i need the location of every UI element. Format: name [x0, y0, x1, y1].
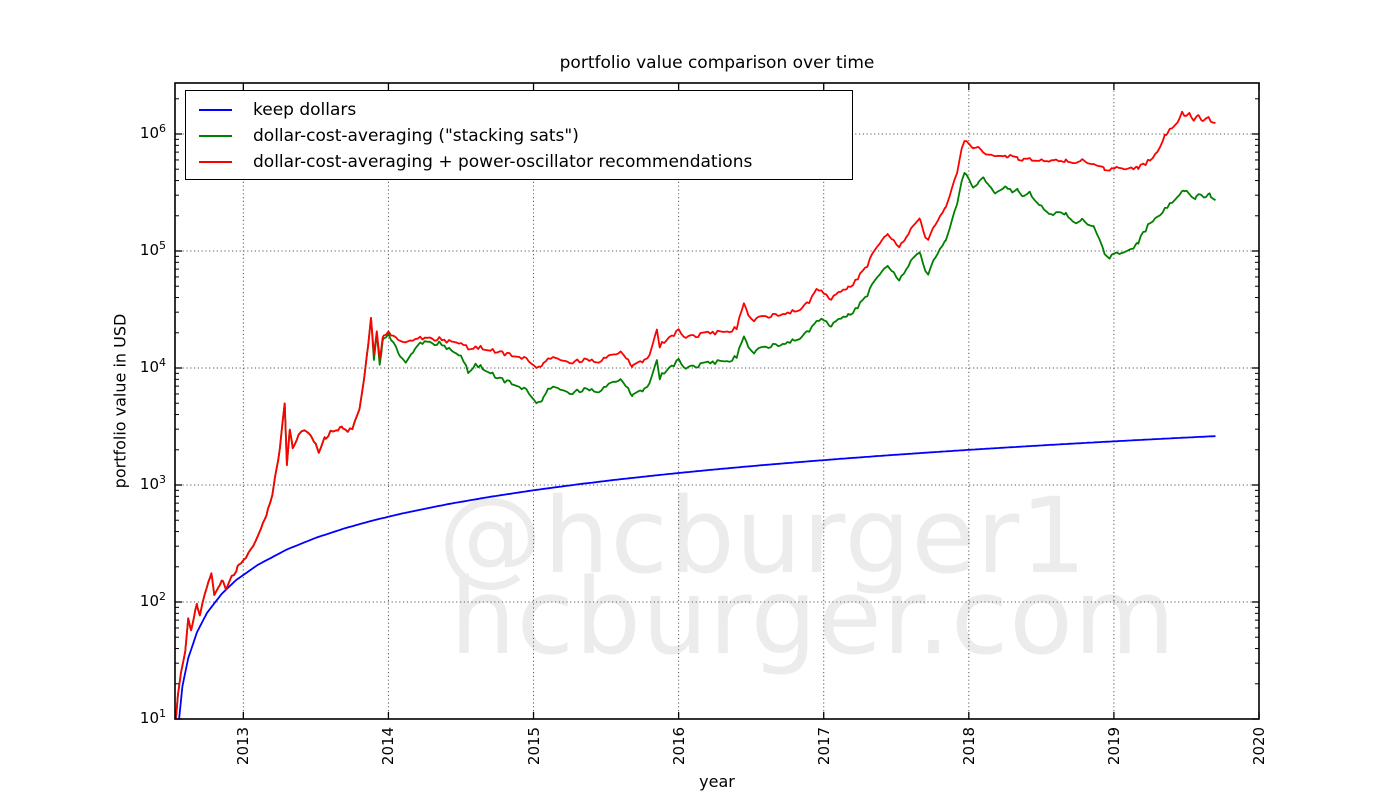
y-tick-label: 106 [139, 122, 166, 142]
y-tick-label: 101 [139, 707, 166, 727]
legend-label: keep dollars [253, 100, 357, 120]
legend-label: dollar-cost-averaging + power-oscillator… [253, 152, 753, 172]
legend: keep dollars dollar-cost-averaging ("stac… [185, 90, 853, 180]
legend-line-sample [199, 161, 232, 163]
x-tick-label: 2014 [379, 726, 398, 766]
x-axis-label: year [699, 772, 735, 791]
legend-label: dollar-cost-averaging ("stacking sats") [253, 126, 579, 146]
y-tick-label: 103 [139, 473, 166, 493]
chart-title: portfolio value comparison over time [559, 53, 875, 73]
series-line-keep-dollars [178, 435, 1216, 720]
legend-entry: dollar-cost-averaging + power-oscillator… [199, 149, 852, 175]
legend-line-sample [199, 135, 232, 137]
y-tick-label: 102 [139, 590, 166, 610]
series-line-dollar-cost-averaging-power-oscillator-recommendations [175, 110, 1216, 720]
series-line-dollar-cost-averaging-stacking-sats- [175, 171, 1216, 720]
x-tick-label: 2020 [1250, 726, 1268, 766]
legend-entry: dollar-cost-averaging ("stacking sats") [199, 123, 852, 149]
legend-line-sample [199, 109, 232, 111]
legend-entry: keep dollars [199, 97, 852, 123]
x-tick-label: 2013 [234, 726, 253, 766]
watermark-line-1: @hcburger1 [438, 475, 1088, 597]
axes-frame [174, 82, 1260, 720]
x-tick-label: 2015 [524, 726, 543, 766]
x-tick-label: 2016 [669, 726, 688, 766]
y-axis-label: portfolio value in USD [110, 313, 130, 489]
x-tick-label: 2017 [814, 726, 833, 766]
y-tick-label: 104 [139, 356, 166, 376]
y-tick-label: 105 [139, 239, 166, 259]
x-tick-label: 2018 [959, 726, 978, 766]
watermark-line-2: hcburger.com [449, 556, 1177, 678]
x-tick-label: 2019 [1104, 726, 1123, 766]
